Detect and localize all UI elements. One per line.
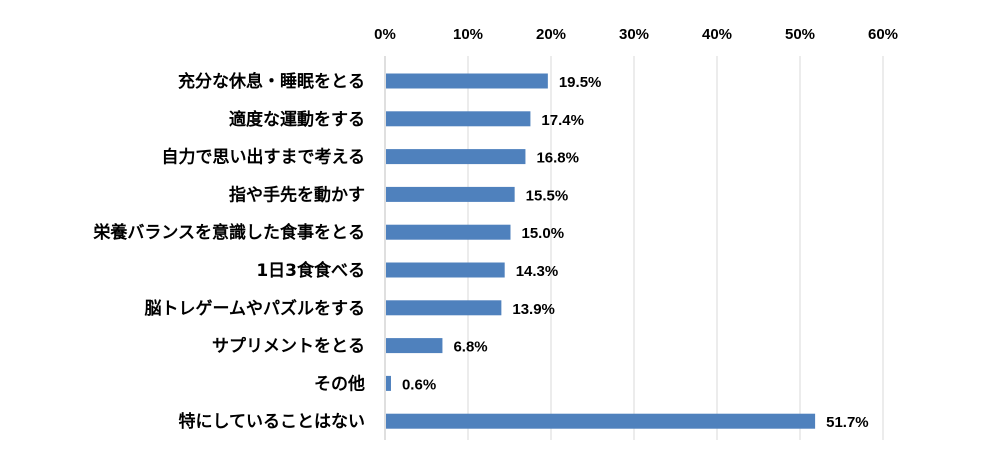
bar xyxy=(386,262,505,278)
data-label: 16.8% xyxy=(536,150,579,167)
category-label: 適度な運動をする xyxy=(229,109,365,130)
data-label: 13.9% xyxy=(512,301,555,318)
bar xyxy=(386,111,531,127)
data-label: 19.5% xyxy=(559,74,602,91)
bar xyxy=(386,186,515,202)
bar xyxy=(386,413,816,429)
category-label: 1日3食食べる xyxy=(256,260,365,281)
category-label: 充分な休息・睡眠をとる xyxy=(178,71,365,92)
x-tick-label: 60% xyxy=(868,26,898,43)
data-label: 15.5% xyxy=(526,187,569,204)
x-tick-label: 10% xyxy=(453,26,483,43)
data-label: 0.6% xyxy=(402,376,436,393)
category-label: その他 xyxy=(314,373,365,394)
x-tick-label: 30% xyxy=(619,26,649,43)
data-label: 15.0% xyxy=(522,225,565,242)
category-label: 栄養バランスを意識した食事をとる xyxy=(92,222,365,243)
data-label: 6.8% xyxy=(453,339,487,356)
x-tick-label: 40% xyxy=(702,26,732,43)
category-label: 脳トレゲームやパズルをする xyxy=(145,298,366,319)
bar xyxy=(386,300,502,316)
bar xyxy=(386,149,526,165)
bar xyxy=(386,338,443,354)
bar xyxy=(386,224,511,240)
category-label: 特にしていることはない xyxy=(179,411,366,432)
x-tick-label: 20% xyxy=(536,26,566,43)
bar xyxy=(386,73,548,89)
category-label: 自力で思い出すまで考える xyxy=(162,147,366,168)
category-label: サプリメントをとる xyxy=(212,336,365,357)
x-tick-label: 0% xyxy=(374,26,396,43)
data-label: 14.3% xyxy=(516,263,559,280)
data-label: 51.7% xyxy=(826,414,869,431)
data-label: 17.4% xyxy=(541,112,584,129)
x-tick-label: 50% xyxy=(785,26,815,43)
bar xyxy=(386,375,391,391)
category-label: 指や手先を動かす xyxy=(229,184,365,205)
